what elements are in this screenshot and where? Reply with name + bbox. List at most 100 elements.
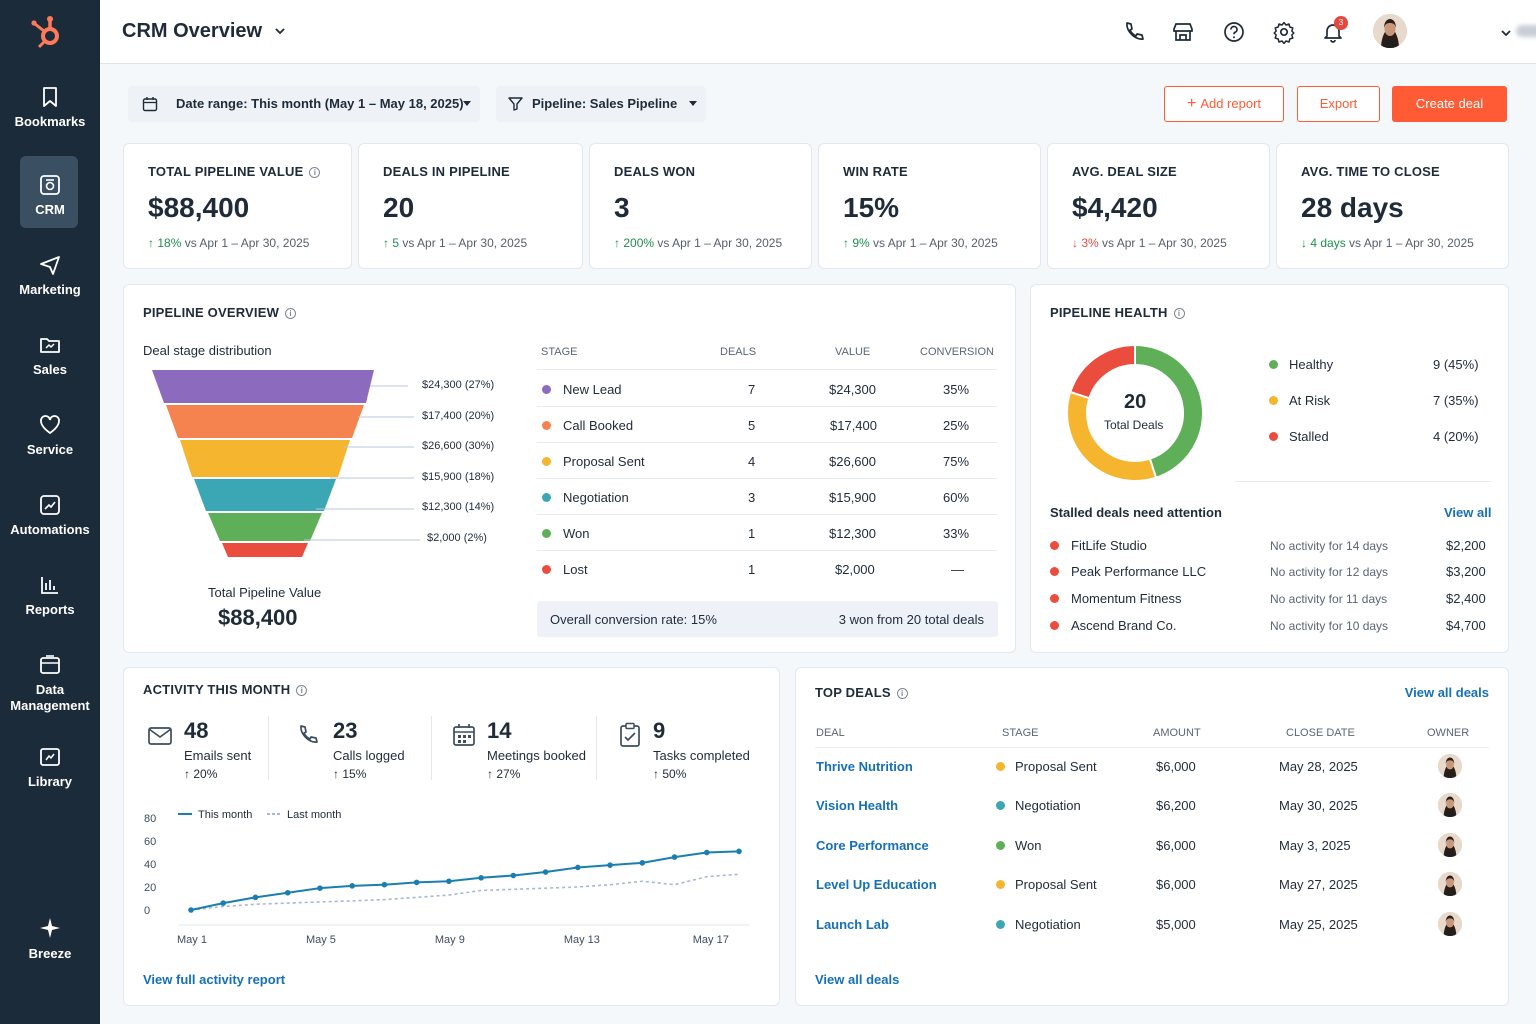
y-tick-label: 60	[144, 836, 156, 848]
marketplace-icon[interactable]	[1171, 20, 1195, 44]
data-point[interactable]	[381, 881, 388, 888]
data-point[interactable]	[703, 849, 710, 856]
column-header-stage[interactable]: STAGE	[1002, 727, 1039, 739]
view-all-stalled-link[interactable]: View all	[1444, 505, 1492, 520]
column-header-owner[interactable]: OWNER	[1427, 727, 1470, 739]
data-point[interactable]	[188, 907, 194, 913]
stage-color-dot	[996, 880, 1005, 889]
deal-amount: $5,000	[1156, 917, 1196, 932]
column-header-value[interactable]: VALUE	[835, 346, 871, 358]
info-icon[interactable]: i	[1173, 308, 1185, 319]
stage-color-dot	[542, 493, 551, 502]
sidebar-item-sales[interactable]: Sales	[0, 334, 100, 377]
deal-name-link[interactable]: Launch Lab	[816, 917, 889, 932]
date-range-filter[interactable]: Date range: This month (May 1 – May 18, …	[128, 86, 480, 122]
deal-close-date: May 27, 2025	[1279, 877, 1358, 892]
kpi-card-total-pipeline: TOTAL PIPELINE VALUE i $88,400 ↑ 18% vs A…	[123, 143, 352, 269]
date-range-label: Date range: This month (May 1 – May 18, …	[176, 96, 464, 111]
data-point[interactable]	[736, 848, 742, 855]
pipeline-filter[interactable]: Pipeline: Sales Pipeline	[496, 86, 706, 122]
owner-avatar[interactable]	[1438, 912, 1462, 936]
view-all-deals-link[interactable]: View all deals	[1404, 685, 1489, 700]
sidebar-item-label: Breeze	[28, 946, 72, 961]
view-all-deals-footer-link[interactable]: View all deals	[815, 972, 900, 987]
column-header-stage[interactable]: STAGE	[541, 346, 578, 358]
sidebar: Bookmarks CRM Marketing Sales Service Au…	[0, 0, 100, 1024]
database-icon	[40, 655, 60, 674]
kpi-value: 15%	[843, 192, 900, 223]
hubspot-logo-icon[interactable]	[28, 12, 68, 52]
x-tick-label: May 13	[564, 934, 600, 946]
kpi-change: ↓ 3% vs Apr 1 – Apr 30, 2025	[1072, 236, 1227, 250]
owner-avatar[interactable]	[1438, 872, 1462, 896]
sidebar-item-automations[interactable]: Automations	[0, 494, 100, 537]
deal-close-date: May 25, 2025	[1279, 917, 1358, 932]
sidebar-item-breeze[interactable]: Breeze	[0, 916, 100, 961]
stage-color-dot	[542, 385, 551, 394]
info-icon[interactable]: i	[309, 167, 321, 178]
data-point[interactable]	[542, 869, 549, 875]
data-point[interactable]	[639, 860, 646, 866]
column-header-conversion[interactable]: CONVERSION	[920, 346, 994, 358]
data-point[interactable]	[284, 889, 291, 896]
kpi-change: ↑ 18% vs Apr 1 – Apr 30, 2025	[148, 236, 310, 250]
data-point[interactable]	[671, 854, 678, 860]
info-icon[interactable]: i	[296, 685, 308, 696]
settings-icon[interactable]	[1272, 20, 1296, 44]
data-point[interactable]	[413, 879, 420, 886]
phone-icon[interactable]	[1122, 20, 1146, 44]
user-avatar[interactable]	[1373, 14, 1407, 48]
sidebar-item-marketing[interactable]: Marketing	[0, 254, 100, 297]
deal-name-link[interactable]: Core Performance	[816, 838, 929, 853]
pipeline-health-card: PIPELINE HEALTH i 20 Total Deals Healthy …	[1030, 284, 1509, 653]
owner-avatar[interactable]	[1438, 754, 1462, 778]
column-header-amount[interactable]: AMOUNT	[1153, 727, 1201, 739]
export-button[interactable]: Export	[1297, 86, 1380, 122]
data-point[interactable]	[478, 875, 484, 881]
data-point[interactable]	[446, 878, 452, 885]
chevron-down-icon	[274, 28, 285, 35]
data-point[interactable]	[575, 864, 581, 871]
sidebar-item-service[interactable]: Service	[0, 414, 100, 457]
data-point[interactable]	[607, 862, 613, 868]
legend-item-stalled: Stalled	[1269, 429, 1329, 444]
bookmark-icon	[43, 87, 57, 107]
deal-name-link[interactable]: Level Up Education	[816, 877, 937, 892]
data-point[interactable]	[220, 900, 227, 906]
help-icon[interactable]	[1222, 20, 1246, 44]
add-report-button[interactable]: + Add report	[1164, 86, 1284, 122]
calendar-icon	[453, 724, 475, 746]
funnel-label: $2,000 (2%)	[427, 532, 487, 544]
data-point[interactable]	[510, 872, 517, 879]
chevron-down-icon[interactable]	[1500, 27, 1512, 39]
arrow-up-icon: ↑	[843, 236, 853, 250]
series-line-this-month	[190, 850, 740, 911]
sidebar-item-data-management[interactable]: Data Management	[0, 654, 100, 714]
view-full-activity-link[interactable]: View full activity report	[143, 972, 286, 987]
column-header-close-date[interactable]: CLOSE DATE	[1286, 727, 1355, 739]
arrow-up-icon: ↑	[383, 236, 393, 250]
deal-name-link[interactable]: Thrive Nutrition	[816, 759, 913, 774]
deal-name-link[interactable]: Vision Health	[816, 798, 899, 813]
data-point[interactable]	[317, 885, 323, 891]
info-icon[interactable]: i	[896, 688, 908, 699]
column-header-deals[interactable]: DEALS	[720, 346, 757, 358]
donut-slice-stalled[interactable]	[1069, 343, 1136, 400]
column-header-deal[interactable]: DEAL	[816, 727, 845, 739]
info-icon[interactable]: i	[285, 308, 297, 319]
x-tick-label: May 17	[693, 934, 729, 946]
sidebar-item-library[interactable]: Library	[0, 746, 100, 789]
owner-avatar[interactable]	[1438, 833, 1462, 857]
sidebar-item-reports[interactable]: Reports	[0, 574, 100, 617]
phone-icon	[300, 725, 318, 743]
create-deal-button[interactable]: Create deal	[1392, 86, 1507, 122]
data-point[interactable]	[349, 883, 355, 889]
sidebar-item-crm[interactable]: CRM	[0, 156, 100, 228]
sidebar-item-bookmarks[interactable]: Bookmarks	[0, 86, 100, 129]
deal-close-date: May 30, 2025	[1279, 798, 1358, 813]
page-title[interactable]: CRM Overview	[122, 20, 286, 43]
deal-stage: Negotiation	[996, 798, 1081, 813]
owner-avatar[interactable]	[1438, 793, 1462, 817]
task-icon	[620, 722, 640, 747]
data-point[interactable]	[252, 894, 259, 901]
